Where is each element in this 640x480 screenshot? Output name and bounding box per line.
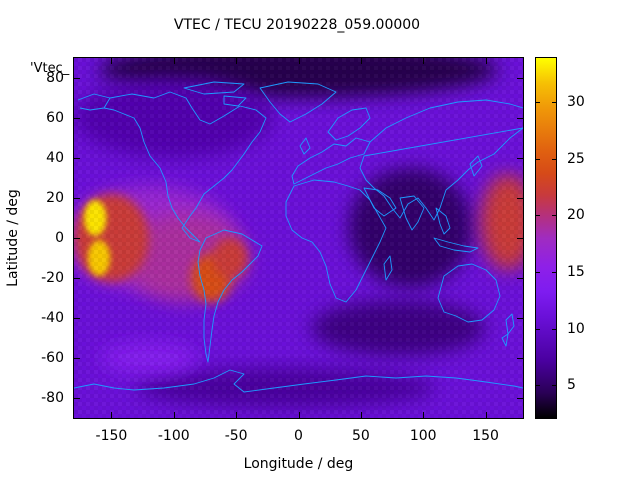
- y-tick-mark: [74, 358, 80, 359]
- colorbar-tick-label: 20: [567, 207, 585, 224]
- y-tick-mark: [517, 158, 523, 159]
- coastlines: [74, 81, 523, 393]
- y-tick-label: -80: [41, 390, 64, 406]
- y-tick-mark: [517, 398, 523, 399]
- x-tick-mark: [236, 412, 237, 418]
- coastline-south-america: [197, 229, 263, 363]
- colorbar-tick-mark: [535, 102, 540, 103]
- x-tick-mark: [423, 412, 424, 418]
- y-tick-mark: [517, 278, 523, 279]
- x-tick-label: 100: [409, 428, 437, 444]
- series-key-label: 'Vtec_: [30, 61, 70, 76]
- x-tick-mark: [236, 58, 237, 64]
- x-tick-mark: [174, 412, 175, 418]
- colorbar-tick-mark: [535, 159, 540, 160]
- colorbar-tick-mark: [535, 329, 540, 330]
- y-tick-mark: [74, 198, 80, 199]
- coastline-japan: [469, 155, 483, 177]
- y-tick-mark: [74, 158, 80, 159]
- x-tick-label: -100: [157, 428, 190, 444]
- colorbar-tick-mark: [552, 272, 557, 273]
- coastline-new-zealand: [501, 313, 515, 347]
- coastline-india: [399, 195, 425, 231]
- coastline-alaska: [77, 93, 111, 111]
- x-tick-label: 50: [351, 428, 370, 444]
- y-tick-mark: [517, 198, 523, 199]
- colorbar-tick-mark: [535, 272, 540, 273]
- colorbar-tick-label: 25: [567, 150, 585, 167]
- coastline-scandinavia: [327, 107, 371, 141]
- y-tick-mark: [74, 238, 80, 239]
- x-axis-label: Longitude / deg: [243, 456, 354, 472]
- y-tick-mark: [74, 398, 80, 399]
- y-tick-label: 80: [46, 70, 64, 86]
- colorbar: [535, 57, 557, 419]
- y-tick-mark: [517, 118, 523, 119]
- x-tick-mark: [299, 58, 300, 64]
- y-tick-mark: [517, 78, 523, 79]
- colorbar-tick-mark: [552, 102, 557, 103]
- x-tick-label: -50: [224, 428, 248, 444]
- colorbar-tick-mark: [552, 159, 557, 160]
- y-tick-label: -60: [41, 350, 64, 366]
- x-tick-mark: [111, 412, 112, 418]
- coastline-australia: [437, 263, 501, 323]
- y-tick-label: 60: [46, 110, 64, 126]
- y-tick-label: 40: [46, 150, 64, 166]
- coastline-madagascar: [383, 255, 393, 281]
- chart-title: VTEC / TECU 20190228_059.00000: [173, 17, 421, 33]
- y-tick-label: 20: [46, 190, 64, 206]
- y-tick-label: -20: [41, 270, 64, 286]
- y-tick-mark: [517, 238, 523, 239]
- vtec-map: [73, 57, 524, 419]
- y-tick-mark: [517, 358, 523, 359]
- y-tick-mark: [74, 318, 80, 319]
- y-tick-mark: [74, 278, 80, 279]
- coastline-europe: [291, 137, 371, 185]
- coastline-arabia: [363, 187, 397, 217]
- colorbar-tick-label: 30: [567, 94, 585, 111]
- x-tick-label: 0: [294, 428, 303, 444]
- coastline-asia: [359, 99, 523, 221]
- colorbar-tick-mark: [552, 329, 557, 330]
- colorbar-tick-mark: [552, 215, 557, 216]
- coastline-greenland: [259, 81, 337, 123]
- colorbar-tick-mark: [535, 215, 540, 216]
- y-tick-mark: [74, 78, 80, 79]
- coastline-north-america: [103, 91, 267, 243]
- x-tick-mark: [486, 412, 487, 418]
- x-tick-mark: [299, 412, 300, 418]
- coastline-africa: [285, 179, 387, 303]
- x-tick-mark: [174, 58, 175, 64]
- coastline-southeast-asia: [433, 207, 479, 253]
- pixel-grid-texture: [74, 58, 523, 418]
- y-axis-label: Latitude / deg: [5, 189, 21, 287]
- colorbar-tick-mark: [535, 385, 540, 386]
- y-tick-mark: [74, 118, 80, 119]
- colorbar-tick-label: 5: [567, 377, 576, 394]
- colorbar-tick-mark: [552, 385, 557, 386]
- y-tick-label: -40: [41, 310, 64, 326]
- y-tick-mark: [517, 318, 523, 319]
- x-tick-label: 150: [472, 428, 499, 444]
- x-tick-mark: [361, 412, 362, 418]
- vtec-heatmap: [74, 58, 523, 418]
- x-tick-mark: [361, 58, 362, 64]
- coastline-arctic-islands: [183, 81, 247, 107]
- colorbar-tick-label: 10: [567, 320, 585, 337]
- x-tick-mark: [486, 58, 487, 64]
- x-tick-label: -150: [95, 428, 128, 444]
- x-tick-mark: [423, 58, 424, 64]
- coastline-antarctica: [74, 369, 523, 393]
- coastline-uk: [299, 137, 311, 155]
- colorbar-tick-label: 15: [567, 263, 585, 280]
- y-tick-label: 0: [55, 230, 64, 246]
- x-tick-mark: [111, 58, 112, 64]
